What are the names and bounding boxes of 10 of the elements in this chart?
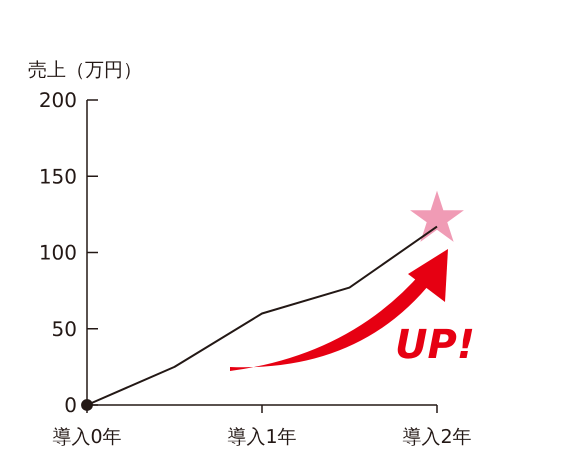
x-tick-label: 導入1年	[227, 426, 297, 448]
x-tick-label: 導入2年	[402, 426, 472, 448]
annotation: UP!	[394, 322, 476, 368]
y-tick-label: 200	[38, 88, 77, 112]
x-tick-label: 導入0年	[52, 426, 122, 448]
y-tick-label: 50	[52, 316, 77, 341]
y-tick-label: 0	[64, 393, 77, 417]
y-tick-label: 100	[38, 240, 77, 264]
y-axis-title: 売上（万円）	[28, 59, 142, 81]
y-tick-label: 150	[38, 164, 77, 188]
